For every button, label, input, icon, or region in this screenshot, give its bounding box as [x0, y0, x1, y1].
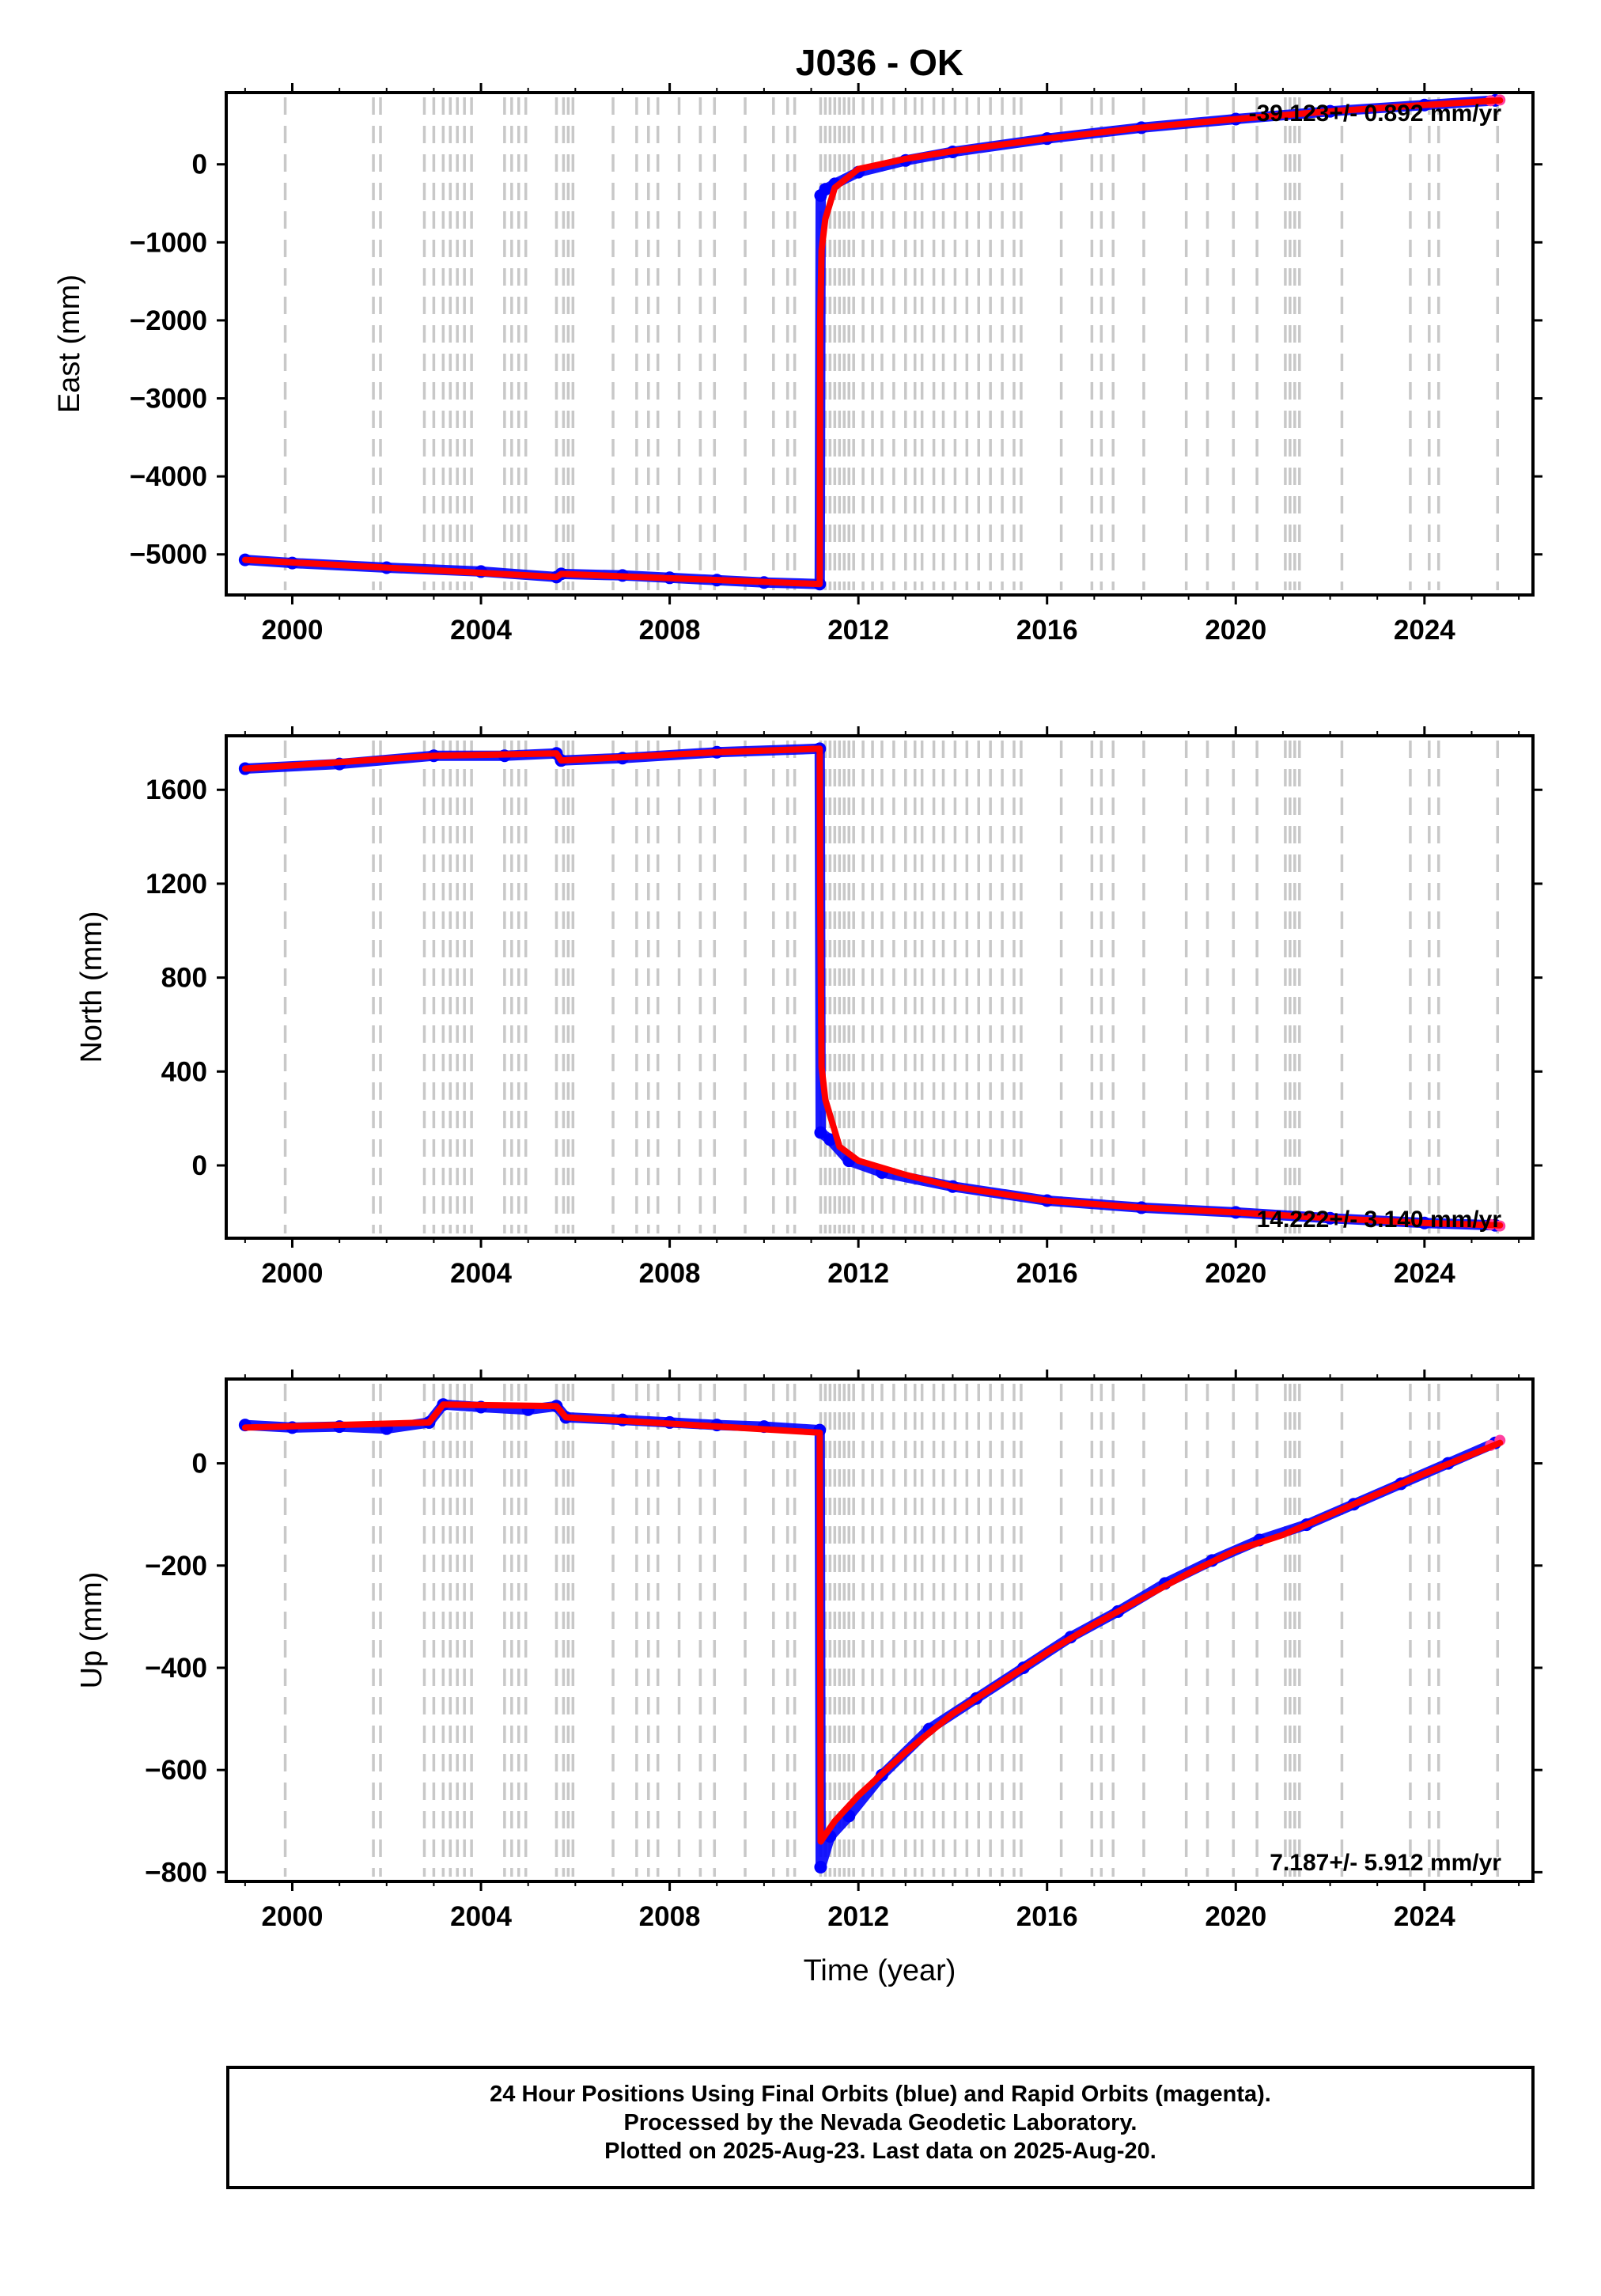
up-x-tick-label: 2004 [450, 1901, 512, 1932]
up-rate-label: 7.187+/- 5.912 mm/yr [1270, 1850, 1501, 1876]
up-model-line [241, 1401, 1504, 1845]
east-y-tick-label: −2000 [130, 305, 207, 336]
east-y-tick-label: −1000 [130, 227, 207, 258]
east-series [238, 93, 1506, 591]
caption-line-dates: Plotted on 2025-Aug-23. Last data on 202… [604, 2139, 1156, 2164]
north-x-tick-label: 2004 [450, 1258, 512, 1289]
up-y-tick-label: −200 [145, 1551, 207, 1582]
north-event-lines [283, 741, 1500, 1233]
up-y-tick-label: −400 [145, 1653, 207, 1684]
caption-line-lab: Processed by the Nevada Geodetic Laborat… [623, 2110, 1137, 2135]
caption-line-orbits: 24 Hour Positions Using Final Orbits (bl… [490, 2082, 1271, 2107]
east-x-tick-label: 2024 [1394, 615, 1455, 646]
east-x-tick-label: 2012 [827, 615, 889, 646]
north-y-axis-label: North (mm) [75, 911, 108, 1063]
east-x-tick-label: 2000 [262, 615, 324, 646]
east-plot-frame [225, 91, 1535, 597]
up-x-tick-label: 2000 [262, 1901, 324, 1932]
up-final-orbits-point [814, 1860, 827, 1874]
east-x-tick-label: 2016 [1016, 615, 1078, 646]
east-y-tick-label: −4000 [130, 461, 207, 492]
up-x-tick-label: 2024 [1394, 1901, 1455, 1932]
east-y-tick-label: −5000 [130, 540, 207, 570]
east-model-line [241, 97, 1504, 588]
up-y-tick-label: −800 [145, 1857, 207, 1888]
north-y-tick-label: 400 [161, 1056, 207, 1087]
up-y-axis: 0 −200 −400 −600 −800 [145, 1449, 1542, 1888]
north-series [238, 742, 1506, 1232]
up-panel: 2000 2004 2008 2012 2016 2020 2024 0 −200 −400 −60… [75, 1370, 1542, 1932]
x-axis-label: Time (year) [804, 1954, 956, 1987]
north-x-tick-label: 2024 [1394, 1258, 1455, 1289]
east-y-axis-label: East (mm) [53, 275, 86, 413]
north-y-tick-label: 800 [161, 963, 207, 994]
north-x-axis: 2000 2004 2008 2012 2016 2020 2024 [244, 726, 1520, 1289]
chart-title: J036 - OK [796, 42, 963, 83]
up-y-tick-label: 0 [192, 1449, 207, 1480]
up-plot-frame [225, 1377, 1535, 1883]
east-x-tick-label: 2004 [450, 615, 512, 646]
north-final-orbits-point [814, 1126, 827, 1139]
north-y-tick-label: 1600 [146, 775, 207, 805]
east-y-axis: 0 −1000 −2000 −3000 −4000 −5000 [130, 150, 1542, 570]
up-x-tick-label: 2020 [1205, 1901, 1266, 1932]
north-panel: 2000 2004 2008 2012 2016 2020 2024 1600 1200 800 4… [75, 726, 1542, 1289]
north-x-tick-label: 2012 [827, 1258, 889, 1289]
east-panel: 2000 2004 2008 2012 2016 2020 2024 0 −1000 −2000 −… [53, 83, 1542, 646]
north-x-tick-label: 2000 [262, 1258, 324, 1289]
east-rate-label: -39.123+/- 0.892 mm/yr [1249, 100, 1502, 127]
up-x-axis: 2000 2004 2008 2012 2016 2020 2024 [244, 1370, 1520, 1932]
up-x-tick-label: 2012 [827, 1901, 889, 1932]
east-x-tick-label: 2020 [1205, 615, 1266, 646]
north-x-tick-label: 2020 [1205, 1258, 1266, 1289]
up-event-lines [283, 1384, 1500, 1877]
east-final-orbits-point [819, 183, 832, 196]
east-x-axis: 2000 2004 2008 2012 2016 2020 2024 [244, 83, 1520, 646]
caption-box: 24 Hour Positions Using Final Orbits (bl… [226, 2066, 1535, 2189]
east-y-tick-label: 0 [192, 150, 207, 180]
up-series [238, 1398, 1506, 1874]
east-x-tick-label: 2008 [639, 615, 701, 646]
north-plot-frame [225, 734, 1535, 1240]
north-model-line [241, 745, 1504, 1229]
north-x-tick-label: 2008 [639, 1258, 701, 1289]
up-y-axis-label: Up (mm) [75, 1572, 108, 1689]
north-y-tick-label: 1200 [146, 869, 207, 900]
up-x-tick-label: 2016 [1016, 1901, 1078, 1932]
east-y-tick-label: −3000 [130, 384, 207, 415]
north-x-tick-label: 2016 [1016, 1258, 1078, 1289]
up-y-tick-label: −600 [145, 1755, 207, 1786]
north-rate-label: 14.222+/- 3.140 mm/yr [1257, 1207, 1502, 1233]
north-y-axis: 1600 1200 800 400 0 [146, 775, 1542, 1181]
north-y-tick-label: 0 [192, 1150, 207, 1181]
east-event-lines [283, 97, 1500, 590]
up-x-tick-label: 2008 [639, 1901, 701, 1932]
